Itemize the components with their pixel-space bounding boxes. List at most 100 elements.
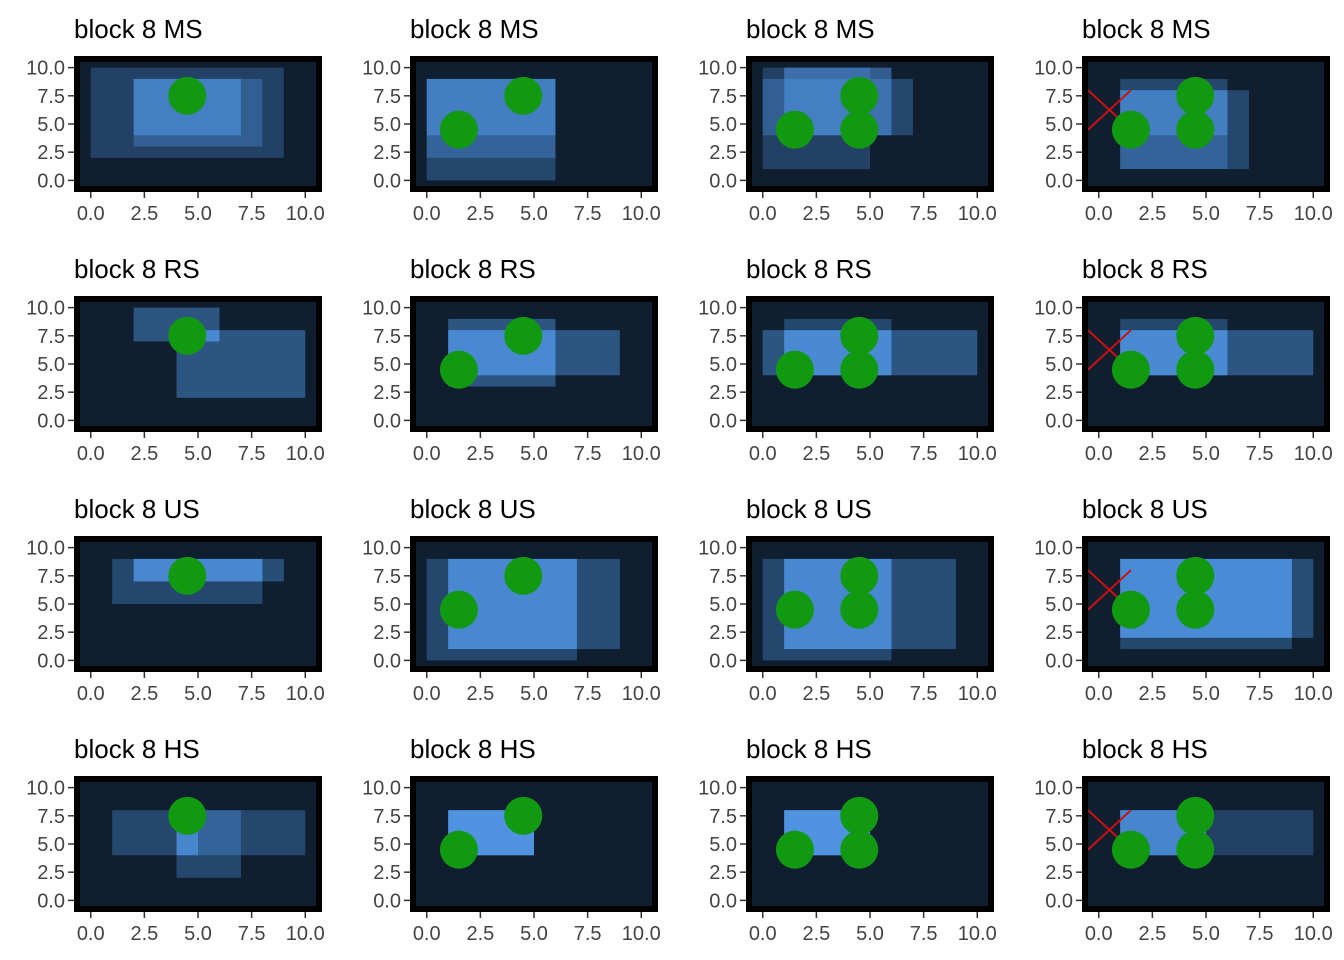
x-tick-label: 2.5 [1138,443,1166,465]
data-point [168,316,207,355]
cross-marker-line [1088,569,1132,611]
y-tick-label: 2.5 [37,622,65,644]
x-tick-label: 10.0 [622,203,661,225]
x-tick-label: 0.0 [1085,683,1113,705]
y-tick-label: 7.5 [373,86,401,108]
panel-title: block 8 US [746,494,872,524]
y-tick-label: 10.0 [698,298,737,320]
panel-title: block 8 HS [746,734,872,764]
panel-title: block 8 HS [74,734,200,764]
x-tick-label: 0.0 [77,443,105,465]
data-point [168,796,207,835]
x-tick-label: 2.5 [802,923,830,945]
data-point [504,316,543,355]
x-tick-label: 10.0 [286,923,325,945]
y-tick-label: 10.0 [1034,778,1073,800]
data-point [1176,590,1215,629]
y-tick-label: 0.0 [373,650,401,672]
data-point [439,590,478,629]
x-tick-label: 5.0 [856,923,884,945]
data-point [840,556,879,595]
facet-panel: block 8 MS 0.0 2.5 5.0 7.5 10.0 0.0 2.5 5.0 7.5 10… [698,14,997,225]
x-tick-label: 7.5 [238,203,266,225]
x-tick-label: 7.5 [574,683,602,705]
x-tick-label: 0.0 [749,683,777,705]
x-tick-label: 0.0 [1085,203,1113,225]
y-tick-label: 2.5 [37,862,65,884]
y-tick-label: 10.0 [26,298,65,320]
region-rect [112,810,306,856]
data-point [1176,796,1215,835]
y-tick-label: 10.0 [1034,538,1073,560]
region-rect [1120,810,1314,856]
facet-panel: block 8 HS 0.0 2.5 5.0 7.5 10.0 0.0 2.5 5.0 7.5 10… [698,734,997,945]
x-tick-label: 5.0 [520,923,548,945]
data-point [439,110,478,149]
x-tick-label: 5.0 [184,443,212,465]
x-tick-label: 0.0 [1085,923,1113,945]
data-point [840,110,879,149]
x-tick-label: 10.0 [958,443,997,465]
cross-marker-line [1088,329,1132,371]
y-tick-label: 10.0 [362,778,401,800]
x-tick-label: 10.0 [1294,443,1333,465]
panel-title: block 8 US [1082,494,1208,524]
panel-title: block 8 RS [410,254,536,284]
data-point [1111,590,1150,629]
data-point [1176,830,1215,869]
data-point [504,556,543,595]
y-tick-label: 0.0 [709,410,737,432]
y-tick-label: 7.5 [709,86,737,108]
panel-title: block 8 US [410,494,536,524]
x-tick-label: 7.5 [238,683,266,705]
x-tick-label: 7.5 [910,203,938,225]
x-tick-label: 2.5 [802,443,830,465]
data-point [775,110,814,149]
y-tick-label: 5.0 [373,834,401,856]
y-tick-label: 5.0 [37,594,65,616]
panel-title: block 8 US [74,494,200,524]
y-tick-label: 7.5 [1045,326,1073,348]
facet-panel: block 8 HS 0.0 2.5 5.0 7.5 10.0 0.0 2.5 5.0 7.5 10… [362,734,661,945]
facet-panel: block 8 MS 0.0 2.5 5.0 7.5 10.0 0.0 2.5 5.0 7.5 10… [26,14,325,225]
y-tick-label: 2.5 [37,382,65,404]
x-tick-label: 7.5 [910,443,938,465]
y-tick-label: 7.5 [37,566,65,588]
x-tick-label: 0.0 [77,203,105,225]
y-tick-label: 7.5 [37,326,65,348]
y-tick-label: 0.0 [373,410,401,432]
y-tick-label: 5.0 [373,114,401,136]
y-tick-label: 7.5 [709,566,737,588]
x-tick-label: 5.0 [520,683,548,705]
data-point [439,830,478,869]
y-tick-label: 5.0 [709,594,737,616]
y-tick-label: 10.0 [362,58,401,80]
y-tick-label: 2.5 [37,142,65,164]
panel-title: block 8 MS [1082,14,1211,44]
x-tick-label: 5.0 [184,203,212,225]
facet-panel: block 8 MS 0.0 2.5 5.0 7.5 10.0 0.0 2.5 5.0 7.5 10… [362,14,661,225]
data-point [1176,556,1215,595]
cross-marker-line [1088,809,1132,851]
x-tick-label: 2.5 [1138,683,1166,705]
y-tick-label: 0.0 [1045,170,1073,192]
y-tick-label: 7.5 [37,806,65,828]
y-tick-label: 0.0 [37,890,65,912]
y-tick-label: 0.0 [1045,650,1073,672]
x-tick-label: 2.5 [1138,203,1166,225]
data-point [1111,110,1150,149]
y-tick-label: 5.0 [1045,594,1073,616]
y-tick-label: 5.0 [709,114,737,136]
y-tick-label: 2.5 [1045,862,1073,884]
y-tick-label: 5.0 [37,834,65,856]
x-tick-label: 0.0 [413,203,441,225]
y-tick-label: 0.0 [1045,410,1073,432]
facet-panel: block 8 RS 0.0 2.5 5.0 7.5 10.0 0.0 2.5 5.0 7.5 10… [698,254,997,465]
y-tick-label: 0.0 [373,890,401,912]
x-tick-label: 5.0 [1192,683,1220,705]
x-tick-label: 0.0 [749,203,777,225]
y-tick-label: 5.0 [1045,834,1073,856]
x-tick-label: 2.5 [130,443,158,465]
data-point [775,590,814,629]
